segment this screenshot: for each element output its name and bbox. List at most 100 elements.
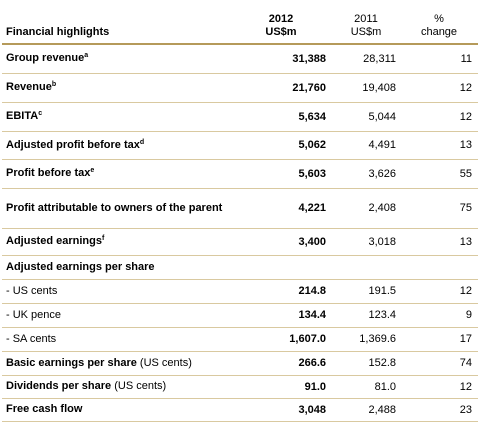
row-label: - UK pence <box>2 303 232 327</box>
cell-value: 11 <box>460 52 472 65</box>
table-row: Free cash flow 3,048 2,488 23 <box>2 398 478 421</box>
footnote-marker: d <box>139 138 145 146</box>
cell-value: 1,607.0 <box>289 333 326 345</box>
label-text: Group revenue <box>6 52 85 65</box>
cell-value: 13 <box>459 139 472 151</box>
table-title: Financial highlights <box>6 26 110 38</box>
cell-value: 5,062 <box>298 139 326 151</box>
table-row: Basic earnings per share (US cents) 266.6… <box>2 351 478 375</box>
column-year: 2012 <box>268 13 294 25</box>
column-unit: US$m <box>265 26 297 38</box>
cell-value: 134.4 <box>298 309 326 321</box>
label-text: Adjusted profit before tax <box>6 138 140 151</box>
header-row: Financial highlights 2012 US$m 2011 US$m% ch… <box>2 0 478 44</box>
cell-value: 5,634 <box>298 110 326 123</box>
cell-value: 13 <box>459 235 472 248</box>
row-label: Dividends per share (US cents) <box>2 375 232 398</box>
cell-value: 214.8 <box>298 285 326 297</box>
label-text: Profit attributable to owners of the par… <box>6 201 223 214</box>
label-suffix: (US cents) <box>136 356 192 369</box>
label-text: - SA cents <box>6 332 57 345</box>
cell-value: 5,603 <box>298 167 326 180</box>
row-label: Adjusted earnings per share <box>2 255 232 279</box>
cell-value: 75 <box>459 202 472 214</box>
column-header: 2012 US$m <box>232 0 332 44</box>
cell-value: 12 <box>459 81 472 94</box>
cell-value: 5,044 <box>368 110 396 123</box>
label-text: Profit before tax <box>6 167 91 179</box>
column-header: % change <box>402 0 478 44</box>
cell-value: 191.5 <box>368 285 396 297</box>
label-text: Free cash flow <box>6 403 83 415</box>
table-row: Dividends per share (US cents) 91.0 81.0 12 <box>2 375 478 398</box>
row-label: Group revenuea <box>2 44 232 73</box>
cell-value: 4,221 <box>298 202 326 214</box>
label-text: Adjusted earnings <box>6 235 102 247</box>
cell-value <box>232 255 332 279</box>
cell-value: 3,018 <box>368 235 396 248</box>
cell-value: 28,311 <box>363 52 396 65</box>
table-row: Revenueb 21,760 19,408 12 <box>2 73 478 102</box>
column-header: 2011 US$m <box>332 0 402 44</box>
footnote-marker: a <box>84 52 89 60</box>
table-row: - UK pence 134.4 123.4 9 <box>2 303 478 327</box>
row-label: Profit before taxe <box>2 159 232 188</box>
cell-value <box>402 255 478 279</box>
table-row: Profit before taxe 5,603 3,626 55 <box>2 159 478 188</box>
cell-value: 3,626 <box>368 167 396 180</box>
row-label: Adjusted earningsf <box>2 228 232 255</box>
cell-value: 91.0 <box>304 380 326 393</box>
row-label: Basic earnings per share (US cents) <box>2 351 232 375</box>
cell-value: 2,488 <box>368 403 396 416</box>
label-text: - US cents <box>6 284 58 297</box>
label-text: - UK pence <box>6 308 62 321</box>
row-label: EBITAc <box>2 102 232 131</box>
cell-value: 266.6 <box>298 357 326 369</box>
cell-value: 1,369.6 <box>359 333 396 345</box>
cell-value <box>332 255 402 279</box>
row-label: Free cash flow <box>2 398 232 421</box>
table-row: EBITAc 5,634 5,044 12 <box>2 102 478 131</box>
cell-value: 74 <box>459 357 472 369</box>
cell-value: 12 <box>459 285 472 297</box>
table-body: Group revenuea 31,388 28,311 11 Revenueb 21,7… <box>2 44 478 421</box>
table-row: Adjusted earnings per share <box>2 255 478 279</box>
table-row: - US cents 214.8 191.5 12 <box>2 279 478 303</box>
cell-value: 3,400 <box>298 235 326 248</box>
cell-value: 2,408 <box>368 202 396 214</box>
column-year: % <box>434 13 444 25</box>
label-text: EBITA <box>6 110 39 122</box>
cell-value: 12 <box>459 380 472 393</box>
table-row: Adjusted earningsf 3,400 3,018 13 <box>2 228 478 255</box>
label-text: Adjusted earnings per share <box>6 260 155 273</box>
cell-value: 17 <box>459 333 472 345</box>
cell-value: 12 <box>459 110 472 123</box>
footnote-marker: b <box>51 81 57 88</box>
cell-value: 31,388 <box>292 52 326 65</box>
column-unit: US$m <box>350 26 382 38</box>
row-label: Adjusted profit before taxd <box>2 131 232 159</box>
cell-value: 23 <box>459 403 472 416</box>
label-text: Revenue <box>6 81 52 93</box>
table-row: - SA cents 1,607.0 1,369.6 17 <box>2 327 478 351</box>
cell-value: 21,760 <box>292 81 326 94</box>
column-year: 2011 <box>354 13 378 25</box>
cell-value: 9 <box>465 309 472 321</box>
cell-value: 3,048 <box>298 403 326 416</box>
cell-value: 55 <box>459 167 472 180</box>
row-label: Profit attributable to owners of the par… <box>2 188 232 228</box>
label-suffix: (US cents) <box>111 380 167 392</box>
table-row: Profit attributable to owners of the par… <box>2 188 478 228</box>
cell-value: 81.0 <box>374 380 396 393</box>
label-text: Basic earnings per share <box>6 356 137 369</box>
row-label: - US cents <box>2 279 232 303</box>
highlights-table: Financial highlights 2012 US$m 2011 US$m% ch… <box>2 0 478 422</box>
footnote-marker: e <box>90 167 95 174</box>
footnote-marker: c <box>38 110 43 117</box>
table-row: Adjusted profit before taxd 5,062 4,491 13 <box>2 131 478 159</box>
row-label: - SA cents <box>2 327 232 351</box>
cell-value: 123.4 <box>368 309 396 321</box>
row-label: Revenueb <box>2 73 232 102</box>
cell-value: 19,408 <box>362 81 396 94</box>
